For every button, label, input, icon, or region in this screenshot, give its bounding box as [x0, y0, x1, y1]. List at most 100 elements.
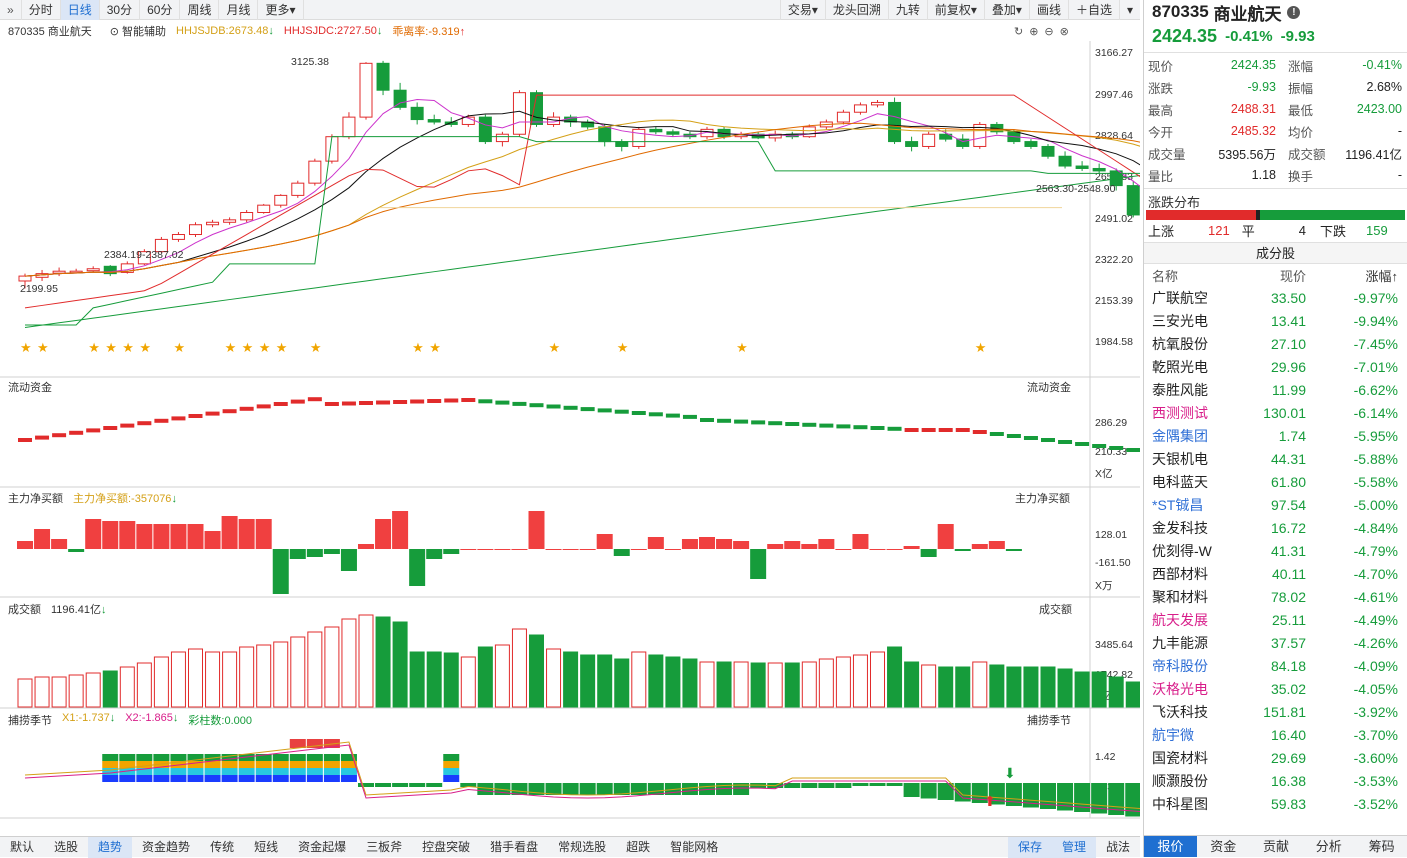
candle-body	[1041, 145, 1055, 157]
signal-star-icon: ★	[105, 340, 117, 355]
toolbar-right-3[interactable]: 前复权▾	[926, 0, 984, 20]
quote-label: 成交额	[1288, 147, 1326, 162]
toolbar-right-5[interactable]: 画线	[1028, 0, 1068, 20]
toolbar-tab-1[interactable]: 日线	[60, 0, 100, 20]
flow-mark	[103, 426, 118, 430]
strategy-tab-7[interactable]: 三板斧	[366, 839, 403, 854]
quote-row: 量比 1.18 换手 -	[1144, 164, 1407, 186]
toolbar-tab-0[interactable]: 分时	[22, 0, 61, 20]
component-row[interactable]: 中科星图 59.83 -3.52%	[1144, 792, 1407, 815]
quote-tab-2[interactable]: 贡献	[1262, 839, 1289, 854]
component-row[interactable]: 沃格光电 35.02 -4.05%	[1144, 677, 1407, 700]
component-row[interactable]: 飞沃科技 151.81 -3.92%	[1144, 700, 1407, 723]
bottom-right-2[interactable]: 战法	[1105, 839, 1130, 854]
volume-bar	[835, 656, 851, 708]
toolbar-right-4[interactable]: 叠加▾	[983, 0, 1029, 20]
toolbar-right-1[interactable]: 龙头回溯	[824, 0, 888, 20]
season-panel-title-right[interactable]: 捕捞季节	[1027, 715, 1071, 727]
toolbar-right-2[interactable]: 九转	[887, 0, 927, 20]
toolbar-tab-5[interactable]: 月线	[219, 0, 259, 20]
stock-name: 三安光电	[1152, 312, 1208, 329]
signal-star-icon: ★	[310, 340, 322, 355]
component-row[interactable]: 广联航空 33.50 -9.97%	[1144, 286, 1407, 309]
net-panel-title-right[interactable]: 主力净买额	[1015, 493, 1070, 505]
flow-panel-title-right[interactable]: 流动资金	[1027, 382, 1071, 394]
stock-price: 41.31	[1270, 542, 1306, 559]
quote-tab-0[interactable]: 报价	[1144, 836, 1197, 857]
component-row[interactable]: 乾照光电 29.96 -7.01%	[1144, 355, 1407, 378]
component-row[interactable]: 电科蓝天 61.80 -5.58%	[1144, 470, 1407, 493]
season-bar	[886, 783, 903, 786]
component-row[interactable]: 航天发展 25.11 -4.49%	[1144, 608, 1407, 631]
flow-mark	[682, 414, 697, 419]
season-bar	[443, 768, 460, 775]
component-row[interactable]: 杭氧股份 27.10 -7.45%	[1144, 332, 1407, 355]
bottom-right-0[interactable]: 保存	[1007, 836, 1052, 858]
strategy-tab-10[interactable]: 常规选股	[558, 839, 607, 854]
stock-name: 九丰能源	[1152, 634, 1208, 651]
quote-tab-4[interactable]: 筹码	[1368, 839, 1395, 854]
strategy-tab-5[interactable]: 短线	[254, 839, 279, 854]
quote-tab-1[interactable]: 资金	[1210, 839, 1237, 854]
component-row[interactable]: 帝科股份 84.18 -4.09%	[1144, 654, 1407, 677]
stock-change: -3.52%	[1353, 795, 1398, 812]
comp-header[interactable]: 名称 现价 涨幅↑	[1152, 268, 1398, 284]
volume-panel-title-right[interactable]: 成交额	[1039, 604, 1072, 616]
toolbar-tab-3[interactable]: 60分	[140, 0, 181, 20]
component-row[interactable]: 金隅集团 1.74 -5.95%	[1144, 424, 1407, 447]
info-icon[interactable]: !	[1287, 5, 1301, 19]
quote-label: 涨幅	[1288, 59, 1314, 74]
toolbar-right-7[interactable]: ▾	[1118, 0, 1140, 20]
strategy-tab-8[interactable]: 控盘突破	[422, 839, 471, 854]
signal-star-icon: ★	[736, 340, 748, 355]
season-bar	[136, 761, 153, 768]
component-row[interactable]: 西部材料 40.11 -4.70%	[1144, 562, 1407, 585]
netbuy-bar	[170, 524, 187, 549]
strategy-tab-11[interactable]: 超跌	[626, 839, 651, 854]
stock-name: 泰胜风能	[1152, 381, 1208, 398]
component-row[interactable]: 天银机电 44.31 -5.88%	[1144, 447, 1407, 470]
component-row[interactable]: 优刻得-W 41.31 -4.79%	[1144, 539, 1407, 562]
strategy-tab-12[interactable]: 智能网格	[670, 839, 719, 854]
candle-body	[905, 141, 919, 147]
toolbar-right-0[interactable]: 交易▾	[779, 0, 825, 20]
kline-chart[interactable]: 3166.272997.462828.642659.832491.022322.…	[0, 0, 1140, 820]
stock-name: 广联航空	[1152, 289, 1208, 306]
component-row[interactable]: 航宇微 16.40 -3.70%	[1144, 723, 1407, 746]
strategy-tab-2[interactable]: 趋势	[88, 836, 133, 858]
flow-mark	[120, 423, 135, 428]
quote-label: 振幅	[1288, 81, 1314, 96]
expand-icon[interactable]: »	[0, 0, 22, 20]
component-row[interactable]: *ST铖昌 97.54 -5.00%	[1144, 493, 1407, 516]
toolbar-tab-4[interactable]: 周线	[180, 0, 220, 20]
component-row[interactable]: 顺灏股份 16.38 -3.53%	[1144, 769, 1407, 792]
strategy-tab-4[interactable]: 传统	[210, 839, 235, 854]
volume-bar	[85, 672, 101, 708]
volume-bar	[136, 662, 152, 708]
toolbar-right-6[interactable]: ＋自选	[1067, 0, 1119, 20]
chart-controls[interactable]: ↻⊕⊖⊗	[1014, 25, 1075, 38]
toolbar-tab-6[interactable]: 更多▾	[258, 0, 304, 20]
strategy-tab-0[interactable]: 默认	[10, 839, 35, 854]
strategy-tab-3[interactable]: 资金趋势	[142, 839, 191, 854]
signal-star-icon: ★	[549, 340, 561, 355]
toolbar-tab-2[interactable]: 30分	[100, 0, 141, 20]
component-row[interactable]: 金发科技 16.72 -4.84%	[1144, 516, 1407, 539]
strategy-tab-1[interactable]: 选股	[54, 839, 79, 854]
component-row[interactable]: 西测测试 130.01 -6.14%	[1144, 401, 1407, 424]
component-row[interactable]: 聚和材料 78.02 -4.61%	[1144, 585, 1407, 608]
component-row[interactable]: 国瓷材料 29.69 -3.60%	[1144, 746, 1407, 769]
strategy-tab-6[interactable]: 资金起爆	[298, 839, 347, 854]
bottom-right-1[interactable]: 管理	[1051, 836, 1096, 858]
assist-toggle[interactable]: ⊙ 智能辅助	[109, 26, 167, 38]
candle-body	[410, 106, 424, 121]
component-row[interactable]: 泰胜风能 11.99 -6.62%	[1144, 378, 1407, 401]
quote-label: 涨跌	[1148, 81, 1174, 96]
season-bar	[579, 783, 596, 795]
component-row[interactable]: 三安光电 13.41 -9.94%	[1144, 309, 1407, 332]
volume-bar	[597, 654, 613, 708]
stock-price: 16.38	[1270, 772, 1306, 789]
component-row[interactable]: 九丰能源 37.57 -4.26%	[1144, 631, 1407, 654]
strategy-tab-9[interactable]: 猎手看盘	[490, 839, 539, 854]
quote-tab-3[interactable]: 分析	[1315, 839, 1342, 854]
